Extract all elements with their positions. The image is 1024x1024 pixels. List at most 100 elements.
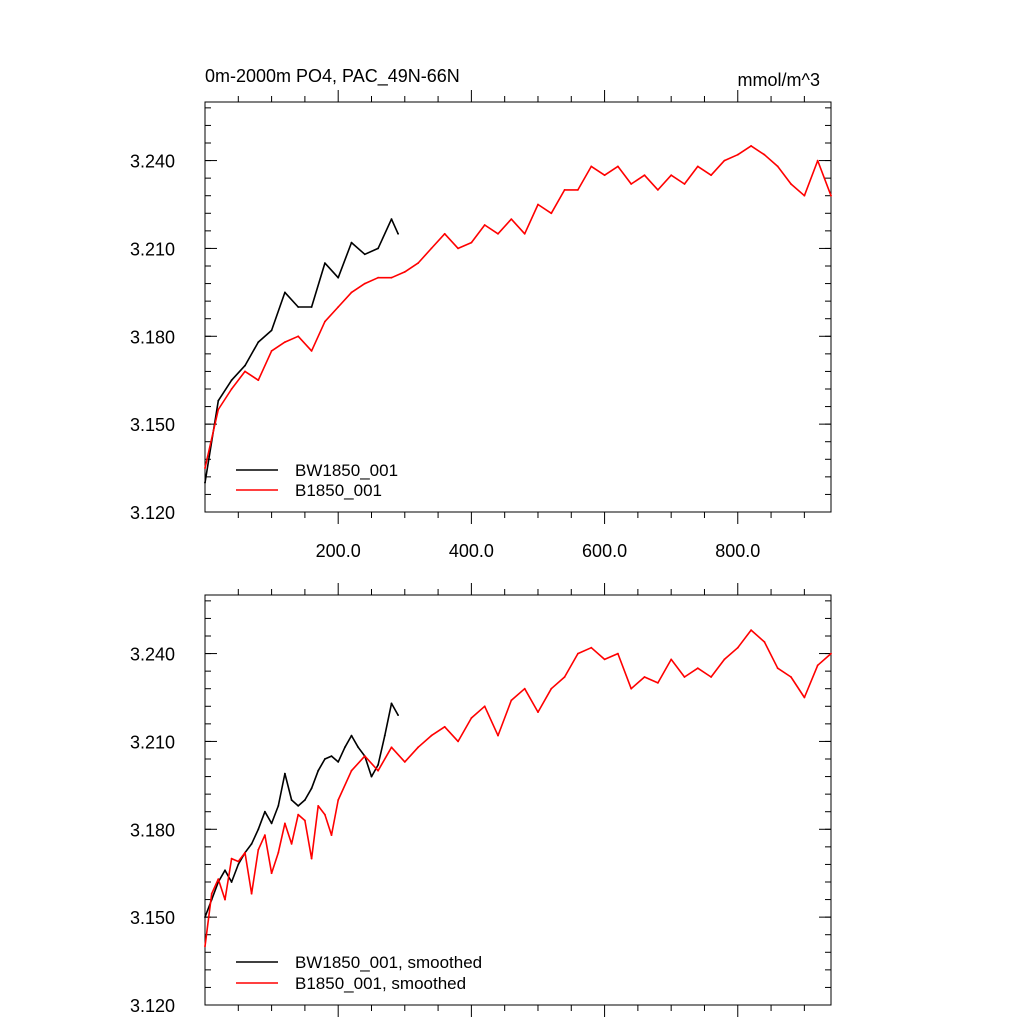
top-series-0-point xyxy=(310,306,313,308)
top-series-1-point xyxy=(723,159,726,162)
top-series-0-point xyxy=(390,218,393,221)
top-series-1-point xyxy=(577,189,579,191)
bottom-series-1-point xyxy=(643,676,646,678)
bottom-series-1-point xyxy=(310,857,313,860)
top-series-0-point xyxy=(257,341,260,343)
bottom-series-1-point xyxy=(790,676,792,678)
top-panel-units: mmol/m^3 xyxy=(738,70,820,90)
top-series-1-point xyxy=(590,165,593,168)
top-series-1-point xyxy=(483,224,486,226)
bottom-series-0-point xyxy=(224,869,226,872)
bottom-series-1-point xyxy=(264,834,266,836)
top-series-1-point xyxy=(710,174,712,177)
top-series-1-point xyxy=(563,189,566,191)
top-xtick-label: 600.0 xyxy=(582,541,627,561)
bottom-series-0-point xyxy=(350,734,353,737)
bottom-series-1-point xyxy=(670,658,673,661)
top-panel-legend: BW1850_001 B1850_001 xyxy=(236,461,398,500)
bottom-panel-series xyxy=(204,629,832,948)
top-series-1-point xyxy=(390,276,393,279)
bottom-series-0-point xyxy=(337,761,340,763)
bottom-series-1-point xyxy=(577,652,579,655)
top-series-1-point xyxy=(297,335,300,338)
top-series-1-point xyxy=(670,174,673,177)
top-series-line-0 xyxy=(204,218,399,483)
top-series-1-point xyxy=(403,271,406,273)
bottom-series-0-point xyxy=(304,799,306,801)
bottom-series-1-point xyxy=(430,734,433,737)
top-series-1-point xyxy=(430,247,433,250)
top-xtick-label: 200.0 xyxy=(316,541,361,561)
top-series-1-point xyxy=(350,291,353,294)
top-series-1-point xyxy=(830,194,832,197)
top-series-1-point xyxy=(736,153,739,156)
bottom-series-1-point xyxy=(550,687,553,690)
top-series-1-point xyxy=(550,212,553,215)
bottom-series-1-point xyxy=(443,725,446,728)
bottom-series-1-point xyxy=(417,746,419,749)
top-series-1-point xyxy=(630,183,633,185)
bottom-series-1-point xyxy=(297,813,300,816)
bottom-series-1-point xyxy=(617,652,619,655)
top-series-1-point xyxy=(617,165,619,168)
top-ytick-label: 3.210 xyxy=(130,239,175,259)
bottom-series-1-point xyxy=(590,646,593,649)
bottom-series-1-point xyxy=(776,667,779,670)
top-series-0-point xyxy=(324,262,326,264)
bottom-series-1-point xyxy=(830,652,832,655)
top-series-1-point xyxy=(417,262,419,264)
legend-label-bw: BW1850_001 xyxy=(295,461,398,480)
bottom-series-1-point xyxy=(377,769,379,772)
bottom-series-1-point xyxy=(204,945,206,948)
bottom-series-0-point xyxy=(290,799,293,801)
bottom-series-1-point xyxy=(403,761,406,763)
top-series-0-point xyxy=(230,379,233,382)
bottom-series-1-point xyxy=(250,892,253,895)
top-series-1-point xyxy=(497,232,499,235)
top-series-1-point xyxy=(337,306,340,308)
top-series-1-point xyxy=(230,388,233,390)
bottom-series-1-point xyxy=(563,676,566,678)
top-panel-series xyxy=(204,145,832,484)
bottom-ytick-label: 3.180 xyxy=(130,820,175,840)
bottom-series-1-point xyxy=(304,819,306,822)
bottom-ytick-label: 3.240 xyxy=(130,645,175,665)
bottom-series-1-point xyxy=(350,769,353,772)
top-series-1-point xyxy=(683,183,686,185)
top-series-1-point xyxy=(470,241,473,244)
top-xtick-label: 800.0 xyxy=(715,541,760,561)
bottom-series-1-point xyxy=(710,676,712,678)
legend-label-b: B1850_001 xyxy=(295,481,382,500)
top-series-1-point xyxy=(643,174,646,177)
top-series-1-point xyxy=(750,145,752,147)
bottom-series-1-point xyxy=(257,848,260,851)
top-series-line-1 xyxy=(204,145,832,469)
bottom-series-0-point xyxy=(370,775,373,778)
top-series-0-point xyxy=(270,329,273,332)
bottom-series-0-point xyxy=(250,843,253,845)
bottom-series-1-point xyxy=(457,740,459,743)
bottom-series-1-point xyxy=(270,872,273,875)
top-panel: 0m-2000m PO4, PAC_49N-66N mmol/m^3 3.120… xyxy=(130,66,832,561)
bottom-series-1-point xyxy=(603,658,606,661)
bottom-series-0-point xyxy=(297,805,300,807)
bottom-series-1-point xyxy=(324,813,326,816)
top-series-1-point xyxy=(657,189,659,191)
top-series-1-point xyxy=(776,165,779,168)
bottom-series-0-point xyxy=(204,916,206,918)
top-series-0-point xyxy=(244,364,246,367)
bottom-ytick-label: 3.120 xyxy=(130,996,175,1016)
bottom-series-1-point xyxy=(523,687,526,690)
bottom-series-0-point xyxy=(324,758,326,760)
bottom-series-1-point xyxy=(390,746,393,749)
top-series-1-point xyxy=(310,350,313,352)
top-series-0-point xyxy=(350,241,353,244)
top-series-1-point xyxy=(217,408,220,411)
bottom-series-0-point xyxy=(230,881,233,883)
top-ytick-label: 3.150 xyxy=(130,415,175,435)
bottom-series-0-point xyxy=(357,746,360,749)
top-series-1-point xyxy=(270,350,273,352)
bottom-panel-ticks xyxy=(205,583,831,1017)
bottom-series-0-point xyxy=(284,772,286,775)
bottom-series-0-point xyxy=(310,787,313,790)
